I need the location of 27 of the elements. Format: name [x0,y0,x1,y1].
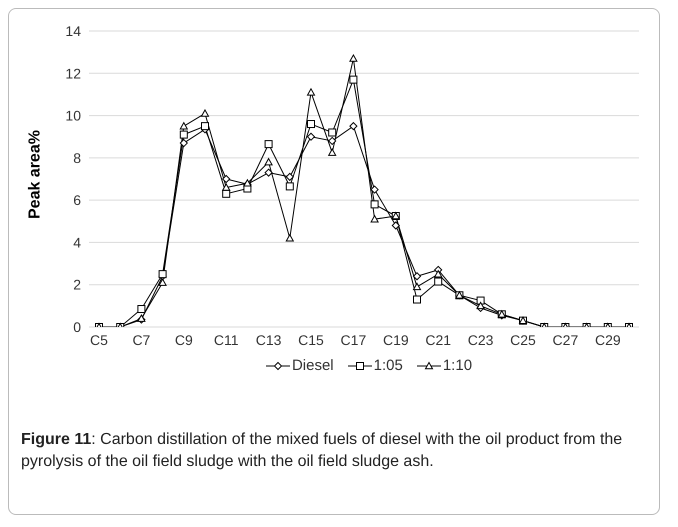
y-tick-label: 14 [65,22,82,39]
x-tick-label: C25 [510,332,536,348]
y-tick-label: 12 [65,65,82,82]
x-tick-label: C29 [594,332,621,348]
x-tick-label: C27 [552,332,578,348]
x-tick-label: C11 [214,332,239,348]
y-tick-label: 10 [65,108,82,124]
y-tick-label: 4 [73,234,82,250]
y-axis-title: Peak area% [26,130,44,219]
x-tick-label: C7 [132,332,151,348]
x-tick-label: C5 [90,332,108,348]
legend-label: 1:10 [442,357,472,374]
y-tick-label: 0 [73,318,82,335]
y-tick-label: 2 [73,276,82,293]
y-tick-label: 6 [73,192,82,208]
legend-label: Diesel [290,357,334,374]
x-tick-label: C15 [298,332,324,348]
y-tick-label: 8 [73,150,82,166]
legend-label: 1:05 [372,357,403,374]
x-tick-label: C13 [256,332,282,348]
x-tick-label: C19 [382,332,409,348]
x-tick-label: C17 [340,332,366,348]
caption: Figure 11: Carbon distillation of the mixed fuels of diesel with the oil product from the pyrolysis of the oil field sludge with the oil field sludge ash. [21,430,624,472]
card-frame: Diesel 1:05 1:10 C5 C7 C9 C11 C13 C15 C17 C19 C21 C23 C25 C27 C29 0 2 4 6 8 10 12 14 Peak area% Figure 11: Carbon distillation of the mixed fuels of diesel with the oil product from the pyrolysis of the oil field sludge with the oil field sludge ash. [8,8,660,515]
x-tick-label: C9 [174,332,193,348]
x-tick-label: C21 [425,332,452,348]
x-tick-label: C23 [468,332,494,348]
